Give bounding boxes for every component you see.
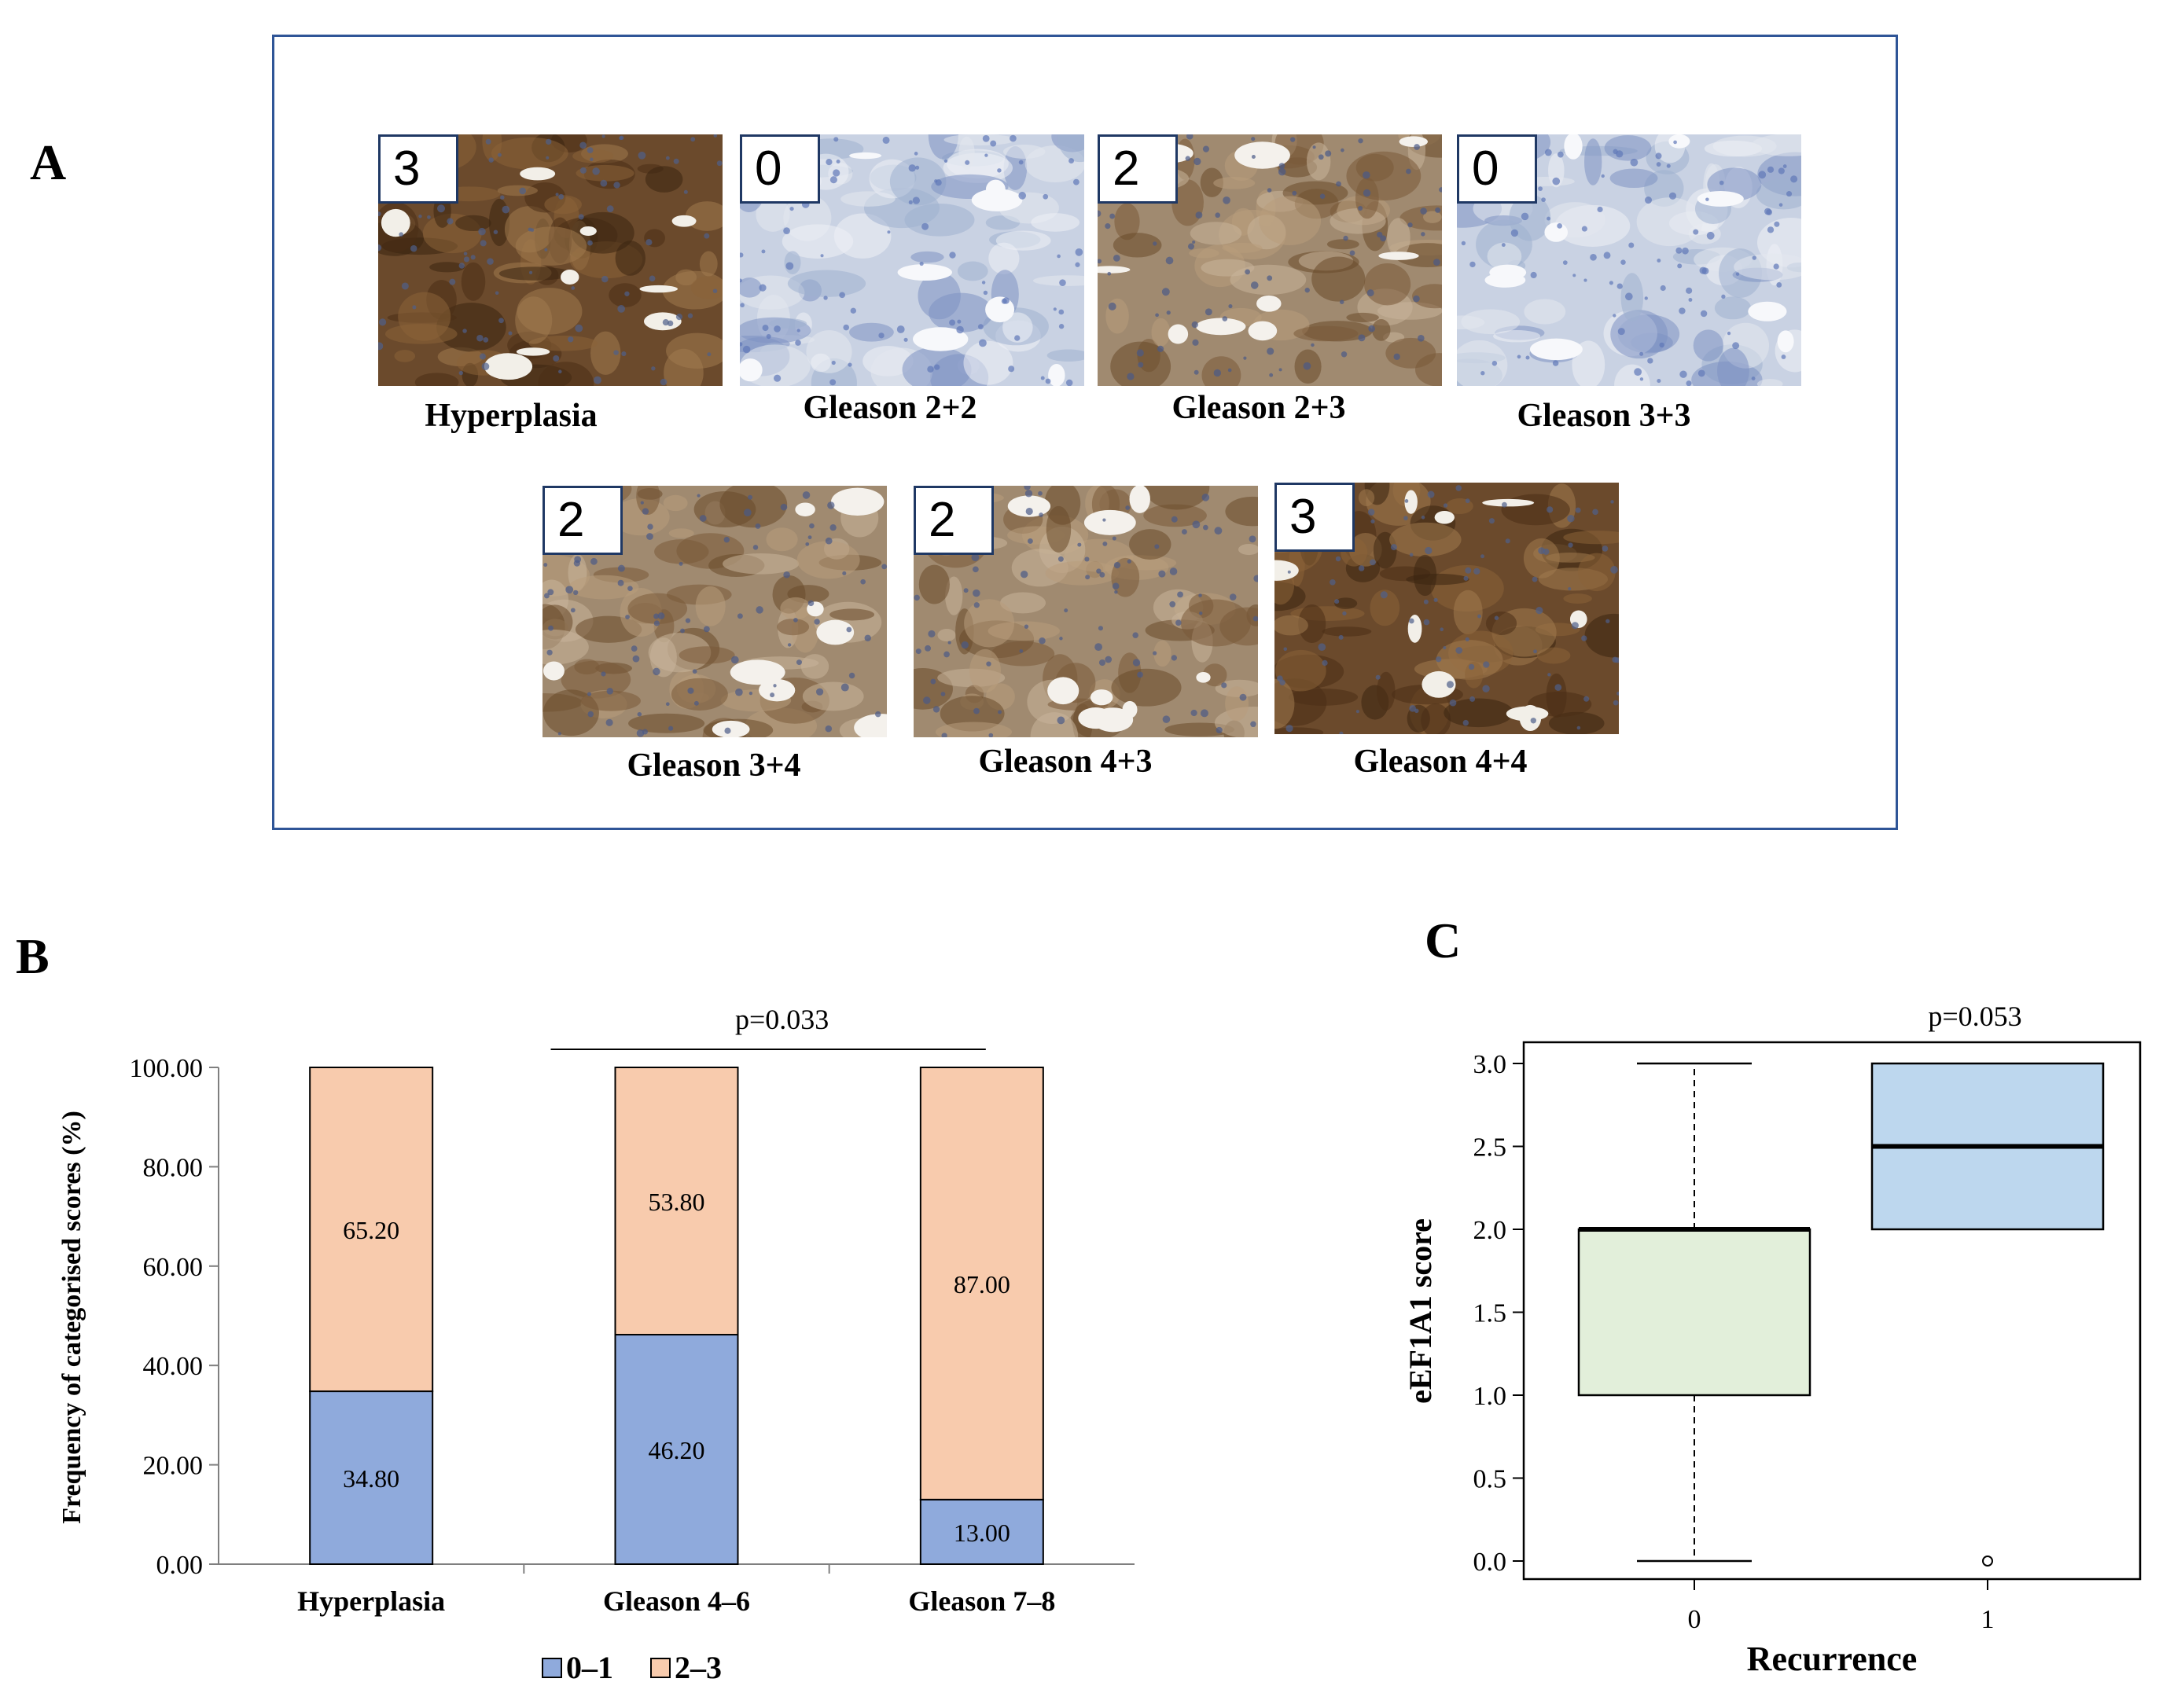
outlier-point bbox=[1982, 1556, 1993, 1567]
y-tick-label: 1.5 bbox=[1473, 1299, 1507, 1328]
y-axis-label: Frequency of categorised scores (%) bbox=[57, 1111, 86, 1524]
data-label: 46.20 bbox=[649, 1436, 705, 1464]
tissue-image-tile: 0 bbox=[740, 134, 1084, 386]
tissue-label: Gleason 2+2 bbox=[803, 390, 977, 426]
y-tick-label: 0.0 bbox=[1473, 1548, 1507, 1577]
p-value-annotation: p=0.033 bbox=[735, 1004, 829, 1035]
y-tick-label: 0.00 bbox=[156, 1551, 204, 1580]
tissue-image-tile: 2 bbox=[1098, 134, 1442, 386]
ihc-score-box: 2 bbox=[914, 486, 994, 555]
x-tick-label: Hyperplasia bbox=[297, 1585, 445, 1617]
data-label: 65.20 bbox=[343, 1216, 399, 1244]
panel-c-letter: C bbox=[1425, 913, 1462, 968]
tissue-image-tile: 3 bbox=[378, 134, 723, 386]
x-tick-label: 1 bbox=[1981, 1605, 1995, 1634]
tissue-label: Gleason 3+4 bbox=[627, 747, 801, 784]
bar-segment bbox=[309, 1390, 434, 1566]
y-tick-label: 2.5 bbox=[1473, 1133, 1507, 1163]
y-tick-label: 20.00 bbox=[143, 1452, 204, 1481]
ihc-score-box: 0 bbox=[1457, 134, 1537, 204]
panel-a-frame bbox=[272, 35, 1898, 830]
p-value-annotation: p=0.053 bbox=[1928, 1001, 2021, 1032]
y-tick-label: 80.00 bbox=[143, 1153, 204, 1182]
tissue-micrograph bbox=[378, 134, 723, 386]
y-tick-label: 0.5 bbox=[1473, 1465, 1507, 1494]
x-tick-label: Gleason 7–8 bbox=[908, 1585, 1055, 1617]
tissue-label: Gleason 3+3 bbox=[1517, 398, 1691, 434]
bar-segment bbox=[919, 1067, 1044, 1500]
plot-frame bbox=[1522, 1041, 2142, 1581]
y-tick-label: 100.00 bbox=[130, 1054, 204, 1083]
bar-segment bbox=[309, 1067, 434, 1393]
x-tick-label: Gleason 4–6 bbox=[603, 1585, 750, 1617]
bar-segment bbox=[614, 1067, 739, 1336]
panel-b-letter: B bbox=[16, 928, 50, 984]
data-label: 53.80 bbox=[649, 1188, 705, 1216]
y-tick-label: 2.0 bbox=[1473, 1216, 1507, 1245]
chart-b: 0.00 20.00 40.00 60.00 80.00 100.00 34.80 65.20… bbox=[57, 1004, 1135, 1685]
tissue-micrograph bbox=[740, 134, 1084, 386]
y-tick-label: 1.0 bbox=[1473, 1382, 1507, 1411]
tissue-image-tile: 2 bbox=[914, 486, 1258, 737]
tissue-label: Gleason 4+4 bbox=[1353, 744, 1528, 780]
x-tick-label: 0 bbox=[1688, 1605, 1701, 1634]
tissue-label: Hyperplasia bbox=[425, 398, 598, 434]
tissue-label: Gleason 4+3 bbox=[978, 744, 1153, 780]
ihc-score-box: 0 bbox=[740, 134, 820, 204]
legend-swatch bbox=[650, 1658, 671, 1678]
y-axis-label: eEF1A1 score bbox=[1403, 1218, 1438, 1404]
tissue-image-tile: 0 bbox=[1457, 134, 1801, 386]
box bbox=[1577, 1228, 1811, 1397]
data-label: 34.80 bbox=[343, 1464, 399, 1493]
legend-swatch bbox=[542, 1658, 562, 1678]
ihc-score-box: 2 bbox=[1098, 134, 1178, 204]
panel-a-letter: A bbox=[30, 134, 67, 190]
data-label: 13.00 bbox=[954, 1519, 1010, 1547]
data-label: 87.00 bbox=[954, 1270, 1010, 1298]
y-tick-label: 3.0 bbox=[1473, 1050, 1507, 1079]
y-tick-label: 40.00 bbox=[143, 1352, 204, 1381]
ihc-score-box: 3 bbox=[1274, 483, 1355, 552]
ihc-score-box: 3 bbox=[378, 134, 458, 204]
tissue-image-tile: 2 bbox=[542, 486, 887, 737]
x-axis-label: Recurrence bbox=[1747, 1640, 1918, 1678]
chart-c: 0.0 0.5 1.0 1.5 2.0 2.5 3.0 0 1 p=0.053 eEF1A1 sco… bbox=[1403, 1001, 2142, 1678]
tissue-label: Gleason 2+3 bbox=[1171, 390, 1346, 426]
tissue-image-tile: 3 bbox=[1274, 483, 1619, 734]
legend-label: 2–3 bbox=[675, 1650, 722, 1685]
ihc-score-box: 2 bbox=[542, 486, 623, 555]
y-tick-label: 60.00 bbox=[143, 1253, 204, 1282]
bar-segment bbox=[919, 1498, 1044, 1566]
legend-label: 0–1 bbox=[566, 1650, 613, 1685]
